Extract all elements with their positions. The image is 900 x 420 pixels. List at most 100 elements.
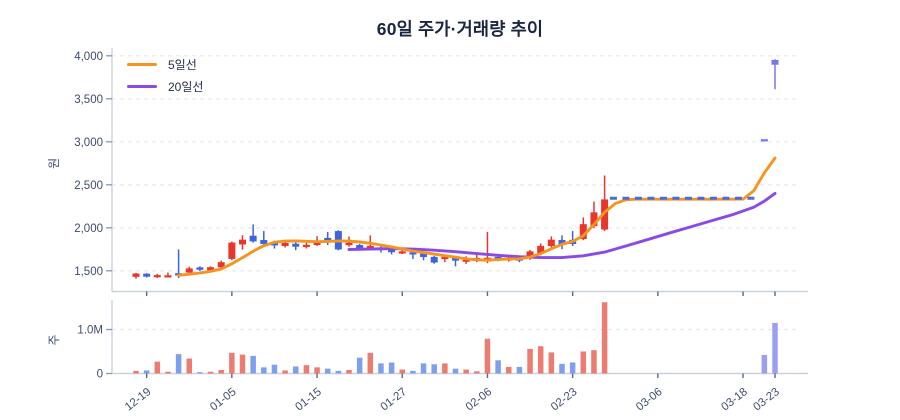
candle-body: [771, 59, 779, 65]
volume-bar: [378, 363, 384, 374]
legend-label-ma5: 5일선: [168, 57, 197, 72]
volume-bar: [165, 371, 171, 374]
candle-body: [345, 242, 353, 246]
volume-bar: [506, 366, 512, 374]
volume-bar: [410, 370, 416, 374]
volume-bar: [229, 352, 235, 374]
volume-bar: [431, 364, 437, 374]
volume-bar: [569, 362, 576, 374]
candle-body: [388, 249, 396, 253]
candle-body: [558, 240, 566, 245]
volume-bar: [399, 369, 405, 374]
price-tick-label: 3,500: [74, 94, 103, 106]
date-tick-label: 01-15: [293, 386, 324, 414]
price-axis-unit: 원: [47, 158, 61, 169]
legend-label-ma20: 20일선: [168, 79, 204, 94]
candle-body: [132, 273, 140, 277]
volume-bar: [548, 352, 555, 374]
date-tick-label: 01-05: [208, 386, 239, 414]
volume-bar: [271, 364, 278, 374]
price-tick-label: 4,000: [74, 51, 103, 63]
volume-bar: [282, 370, 288, 374]
volume-bar: [186, 358, 192, 374]
ma5-line-swatch: [127, 62, 157, 66]
price-tick-label: 2,000: [74, 223, 103, 235]
volume-bar: [197, 372, 203, 374]
volume-bar: [388, 362, 395, 374]
candle-body: [196, 267, 204, 270]
candle-body: [409, 252, 417, 255]
candle-body: [217, 262, 225, 268]
volume-bar: [154, 361, 161, 374]
volume-bar: [335, 370, 342, 374]
candle-body: [302, 244, 310, 248]
candle-body: [239, 239, 246, 245]
volume-bar: [772, 322, 778, 374]
volume-tick-label: 1.0M: [77, 325, 103, 337]
volume-bar: [314, 367, 320, 374]
volume-axis-unit: 주: [47, 334, 61, 345]
candle-body: [420, 253, 428, 258]
candle-body: [526, 251, 534, 259]
candle-body: [292, 243, 300, 247]
candle-body: [462, 259, 470, 262]
volume-bar: [218, 369, 224, 374]
volume-bar: [175, 354, 182, 374]
volume-tick-label: 0: [97, 369, 103, 381]
candles-group: [132, 59, 779, 279]
date-tick-label: 12-19: [123, 386, 154, 414]
volume-bar: [346, 369, 352, 374]
legend-item-ma20: 20일선: [127, 75, 203, 97]
candle-body: [441, 256, 449, 260]
price-tick-label: 2,500: [74, 180, 103, 192]
candle-body: [760, 139, 768, 142]
candle-body: [260, 240, 268, 244]
candle-body: [228, 242, 236, 259]
volume-bar: [261, 367, 267, 374]
candle-body: [313, 242, 321, 245]
volume-bar: [761, 355, 768, 374]
candle-body: [547, 239, 555, 247]
candle-body: [153, 275, 161, 278]
candle-body: [537, 245, 545, 254]
volume-bar: [293, 366, 299, 374]
volume-bar: [474, 371, 480, 374]
volume-bar: [442, 363, 448, 374]
ma20-line-swatch: [127, 84, 157, 88]
date-tick-label: 02-23: [549, 386, 580, 414]
candle-body: [324, 237, 332, 241]
candle-body: [164, 275, 172, 278]
volume-bar: [601, 302, 608, 374]
candle-body: [430, 256, 438, 263]
volume-bar: [367, 352, 374, 374]
ma5-line: [177, 156, 777, 277]
candle-body: [143, 273, 151, 277]
volume-bar: [207, 371, 214, 374]
candle-body: [356, 245, 364, 249]
candle-body: [185, 268, 193, 273]
axis-lines: [106, 48, 808, 378]
gridlines: [112, 55, 800, 331]
candle-body: [281, 242, 289, 247]
candle-body: [207, 267, 215, 271]
candle-body: [366, 245, 374, 249]
volume-bar: [324, 368, 331, 374]
volume-bar: [484, 338, 491, 374]
volume-bar: [452, 368, 459, 374]
date-tick-label: 03-23: [751, 386, 782, 414]
volume-bar: [239, 354, 246, 374]
candle-body: [452, 257, 459, 261]
volume-bar: [133, 370, 139, 374]
price-tick-label: 3,000: [74, 137, 103, 149]
volume-bar: [580, 351, 587, 374]
candle-body: [249, 235, 257, 242]
candle-body: [270, 243, 278, 246]
volume-bar: [303, 365, 310, 374]
volume-bar: [516, 366, 523, 374]
volume-bar: [250, 355, 256, 374]
volume-bar: [420, 363, 427, 374]
volume-bar: [527, 348, 533, 374]
candle-body: [398, 251, 406, 254]
